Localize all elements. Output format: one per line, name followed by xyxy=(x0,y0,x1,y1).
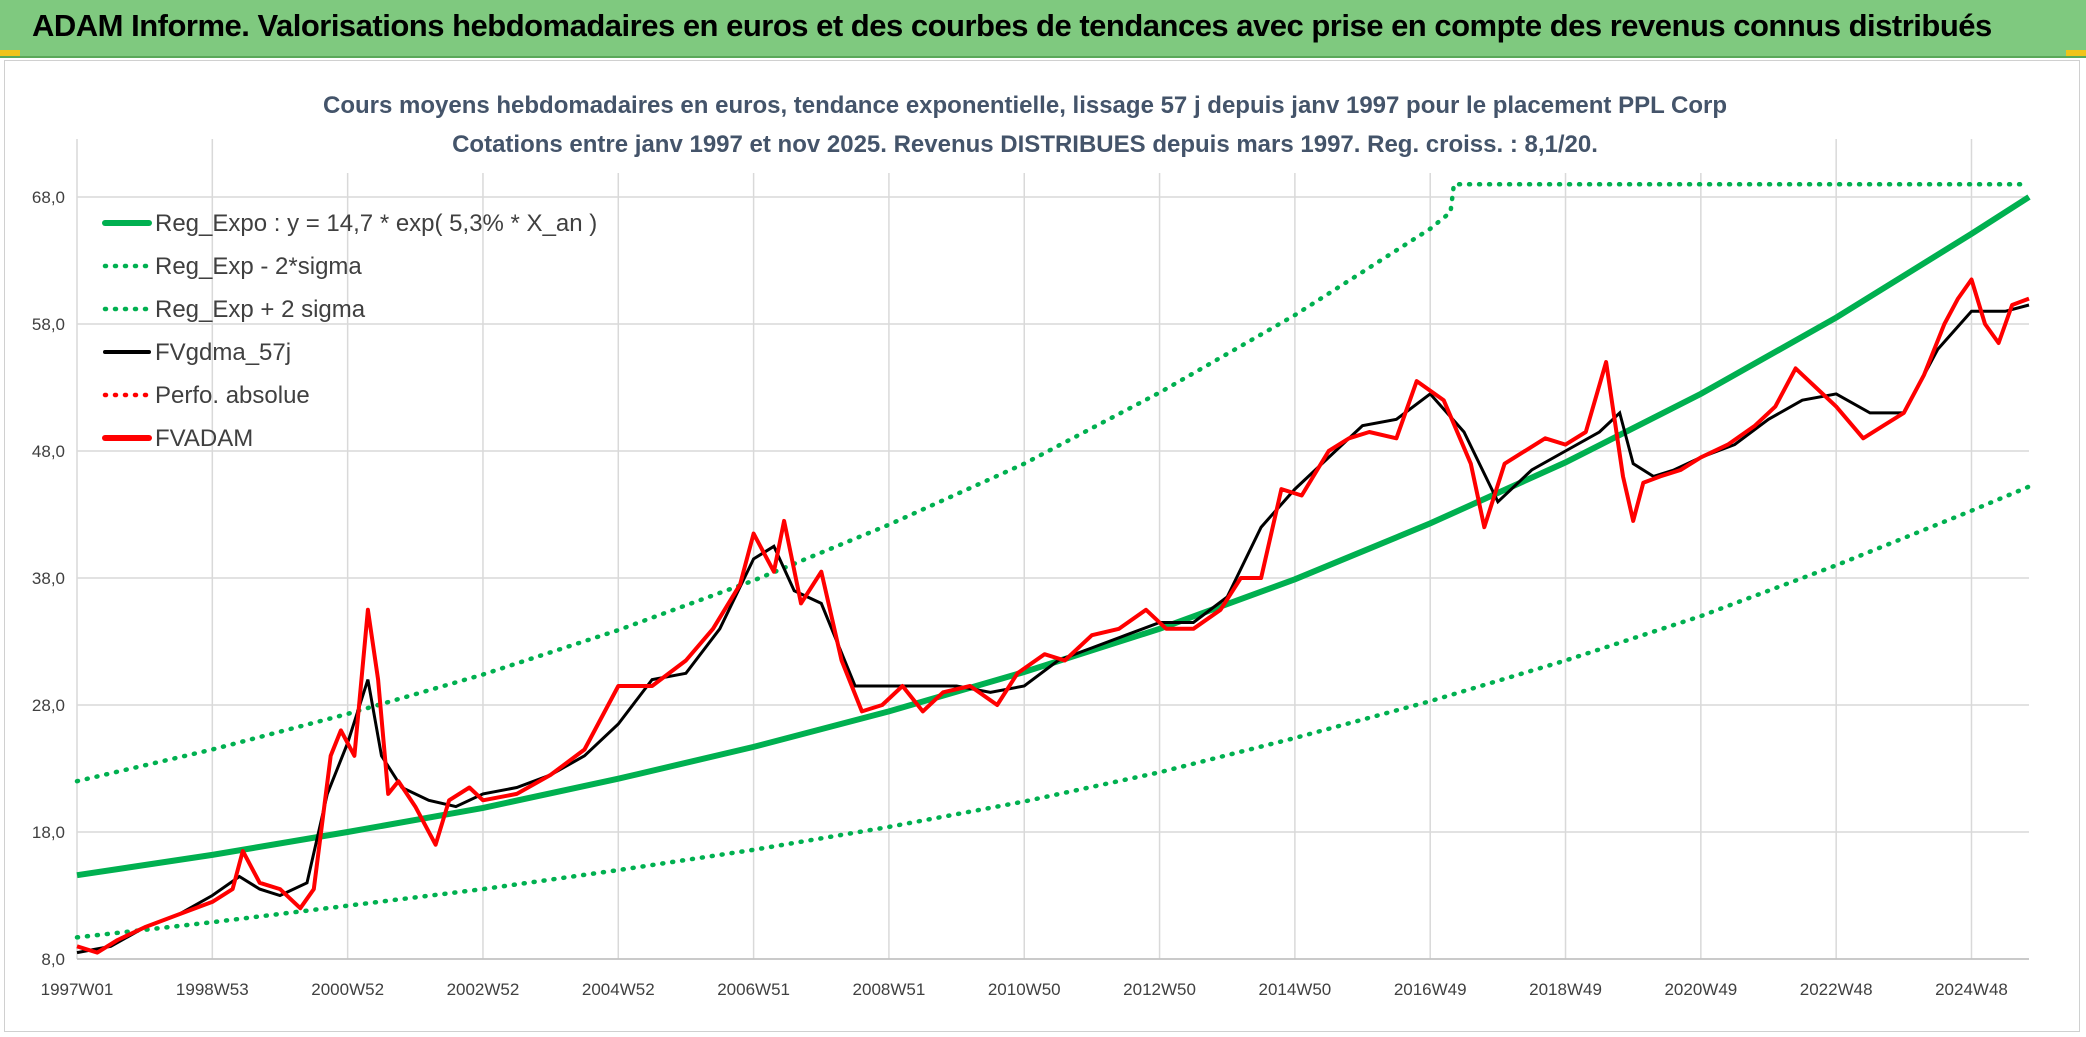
legend-label: FVADAM xyxy=(155,425,253,452)
band-plus-2sigma-line xyxy=(74,182,2032,784)
band-minus-2sigma-line xyxy=(74,484,2032,940)
y-tick-label: 68,0 xyxy=(32,188,65,207)
x-tick-label: 2008W51 xyxy=(853,980,926,999)
x-tick-label: 2020W49 xyxy=(1664,980,1737,999)
x-tick-label: 2010W50 xyxy=(988,980,1061,999)
legend: Reg_Expo : y = 14,7 * exp( 5,3% * X_an )… xyxy=(102,210,597,452)
legend-label: Perfo. absolue xyxy=(155,382,310,409)
reg-expo-line xyxy=(76,194,2031,879)
grid xyxy=(76,139,2029,960)
x-tick-label: 2012W50 xyxy=(1123,980,1196,999)
line-chart: Cours moyens hebdomadaires en euros, ten… xyxy=(32,73,2032,999)
corner-accent-left xyxy=(0,50,20,56)
title-banner: ADAM Informe. Valorisations hebdomadaire… xyxy=(0,0,2086,58)
x-tick-label: 2006W51 xyxy=(717,980,790,999)
y-tick-label: 18,0 xyxy=(32,823,65,842)
y-axis: 8,0 18,0 28,0 38,0 48,0 58,0 68,0 xyxy=(32,188,65,969)
x-tick-label: 2018W49 xyxy=(1529,980,1602,999)
legend-label: Reg_Exp - 2*sigma xyxy=(155,253,362,280)
x-tick-label: 2014W50 xyxy=(1258,980,1331,999)
x-axis: 1997W01 1998W53 2000W52 2002W52 2004W52 2006W… xyxy=(41,980,2008,999)
legend-label: Reg_Exp + 2 sigma xyxy=(155,296,366,323)
y-tick-label: 8,0 xyxy=(41,950,65,969)
legend-label: FVgdma_57j xyxy=(155,339,291,366)
x-tick-label: 2002W52 xyxy=(447,980,520,999)
x-tick-label: 1997W01 xyxy=(41,980,114,999)
corner-accent-right xyxy=(2066,50,2086,56)
legend-label: Reg_Expo : y = 14,7 * exp( 5,3% * X_an ) xyxy=(155,210,597,237)
y-tick-label: 48,0 xyxy=(32,442,65,461)
x-tick-label: 2016W49 xyxy=(1394,980,1467,999)
x-tick-label: 2024W48 xyxy=(1935,980,2008,999)
y-tick-label: 38,0 xyxy=(32,569,65,588)
x-tick-label: 2004W52 xyxy=(582,980,655,999)
title-background xyxy=(345,73,1745,173)
x-tick-label: 2000W52 xyxy=(311,980,384,999)
chart-frame: Cours moyens hebdomadaires en euros, ten… xyxy=(4,60,2080,1032)
chart-title-line2: Cotations entre janv 1997 et nov 2025. R… xyxy=(452,131,1598,158)
x-tick-label: 1998W53 xyxy=(176,980,249,999)
fvadam-line xyxy=(76,277,2030,955)
series-group xyxy=(74,182,2032,955)
banner-title: ADAM Informe. Valorisations hebdomadaire… xyxy=(32,8,1992,43)
chart-title-line1: Cours moyens hebdomadaires en euros, ten… xyxy=(323,92,1727,119)
y-tick-label: 58,0 xyxy=(32,315,65,334)
y-tick-label: 28,0 xyxy=(32,696,65,715)
x-tick-label: 2022W48 xyxy=(1800,980,1873,999)
